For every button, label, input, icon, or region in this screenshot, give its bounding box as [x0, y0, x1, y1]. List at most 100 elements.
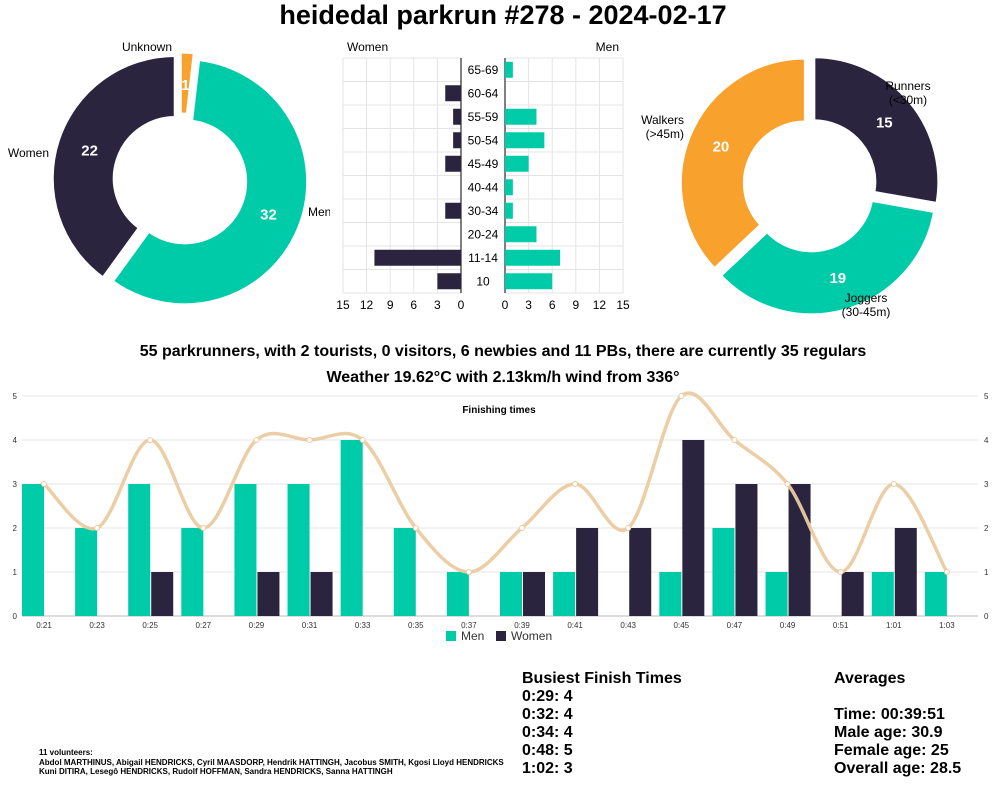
x-tick-label: 3	[434, 298, 441, 312]
x-tick-label: 0	[458, 298, 465, 312]
slice-women	[50, 53, 177, 281]
women-bar	[841, 572, 864, 616]
category-label: 11-14	[468, 251, 498, 265]
busiest-finish-times: Busiest Finish Times 0:29: 4 0:32: 4 0:3…	[522, 670, 682, 778]
x-tick-label: 0:21	[36, 621, 52, 630]
x-tick-label: 3	[525, 298, 532, 312]
pace-donut-chart: 15 Runners(<30m) 19 Joggers(30-45m) 20 Walker…	[641, 55, 941, 319]
category-label: 50-54	[468, 133, 499, 147]
men-bar	[505, 249, 561, 266]
slice-men	[110, 57, 310, 307]
y-tick-label: 1	[13, 568, 18, 577]
slice-label: (<30m)	[889, 93, 927, 107]
trend-point	[306, 437, 313, 443]
finishing-times-chart: 0 0 1 1 2 2 3 3 4 4 5 5 Finishing times 0:21 0:23 0:25 0…	[13, 391, 989, 643]
men-bar	[924, 572, 947, 616]
slice-value: 22	[81, 143, 98, 160]
category-label: 10	[476, 274, 490, 288]
women-bar	[629, 528, 652, 616]
men-bar	[22, 484, 44, 616]
slice-label: Men	[308, 205, 330, 219]
men-bar	[128, 484, 151, 616]
trend-point	[943, 569, 950, 575]
x-tick-label: 12	[360, 298, 374, 312]
category-label: 20-24	[468, 227, 499, 241]
category-label: 60-64	[468, 86, 499, 100]
busiest-title: Busiest Finish Times	[522, 670, 682, 687]
volunteers-line: Kuni DITIRA, Lesegô HENDRICKS, Rudolf HO…	[39, 767, 393, 776]
x-tick-label: 0:23	[89, 621, 105, 630]
slice-label: Walkers	[641, 113, 684, 127]
women-bar	[310, 572, 333, 616]
y-tick-label: 5	[984, 392, 989, 401]
x-tick-label: 0:39	[514, 621, 530, 630]
slice-label: Women	[8, 146, 49, 160]
average-time: Time: 00:39:51	[834, 706, 945, 723]
slice-walkers-45m	[678, 56, 807, 271]
women-bar	[735, 484, 758, 616]
category-label: 65-69	[468, 63, 499, 77]
x-tick-label: 0	[502, 298, 509, 312]
x-tick-label: 1:01	[886, 621, 902, 630]
slice-label: Joggers	[845, 291, 888, 305]
men-bar	[234, 484, 257, 616]
women-bar	[453, 132, 461, 149]
men-bar	[505, 132, 545, 149]
average-male-age: Male age: 30.9	[834, 724, 943, 741]
women-bar	[151, 572, 174, 616]
trend-point	[625, 525, 632, 531]
x-tick-label: 0:35	[408, 621, 424, 630]
x-tick-label: 0:41	[567, 621, 583, 630]
trend-point	[94, 525, 101, 531]
women-bar	[374, 249, 461, 266]
men-bar	[75, 528, 98, 616]
slice-value: 20	[713, 139, 730, 156]
y-tick-label: 2	[13, 524, 18, 533]
women-bar	[894, 528, 917, 616]
x-tick-label: 0:31	[302, 621, 318, 630]
busiest-item: 0:48: 5	[522, 742, 573, 759]
x-tick-label: 0:45	[674, 621, 690, 630]
busiest-item: 1:02: 3	[522, 760, 573, 777]
volunteers-heading: 11 volunteers:	[39, 748, 93, 757]
x-tick-label: 0:49	[780, 621, 796, 630]
x-tick-label: 6	[549, 298, 556, 312]
y-tick-label: 5	[13, 392, 18, 401]
women-bar	[445, 155, 461, 172]
trend-line	[42, 391, 949, 574]
page-title: heidedal parkrun #278 - 2024-02-17	[279, 0, 727, 30]
legend-women-swatch	[496, 631, 506, 641]
men-bar	[181, 528, 204, 616]
trend-point	[678, 393, 685, 399]
men-bar	[553, 572, 576, 616]
trend-point	[412, 525, 419, 531]
weather-summary: Weather 19.62°C with 2.13km/h wind from …	[326, 369, 680, 386]
trend-point	[253, 437, 260, 443]
volunteers-line: Abdol MARTHINUS, Abigail HENDRICKS, Cyri…	[39, 757, 504, 767]
women-bar	[453, 108, 461, 125]
women-bar	[437, 273, 461, 290]
x-tick-label: 0:29	[249, 621, 265, 630]
slice-joggers-30-45m	[718, 198, 937, 317]
right-axis-title: Men	[596, 40, 619, 54]
y-tick-label: 4	[984, 436, 989, 445]
slice-label: (>45m)	[646, 127, 684, 141]
busiest-item: 0:29: 4	[522, 688, 573, 705]
slice-value: 19	[829, 270, 846, 287]
women-bar	[445, 85, 461, 102]
volunteers-list: 11 volunteers: Abdol MARTHINUS, Abigail …	[39, 748, 504, 777]
x-tick-label: 0:27	[196, 621, 212, 630]
y-tick-label: 4	[13, 436, 18, 445]
men-bar	[765, 572, 788, 616]
slice-label: Unknown	[122, 40, 172, 54]
x-tick-label: 1:03	[939, 621, 955, 630]
x-tick-label: 0:37	[461, 621, 477, 630]
busiest-item: 0:34: 4	[522, 724, 573, 741]
averages-title: Averages	[834, 670, 906, 687]
women-bar	[576, 528, 599, 616]
men-bar	[340, 440, 363, 616]
slice-value: 15	[876, 115, 893, 132]
y-tick-label: 3	[13, 480, 18, 489]
men-bar	[871, 572, 894, 616]
slice-value: 1	[181, 77, 189, 94]
